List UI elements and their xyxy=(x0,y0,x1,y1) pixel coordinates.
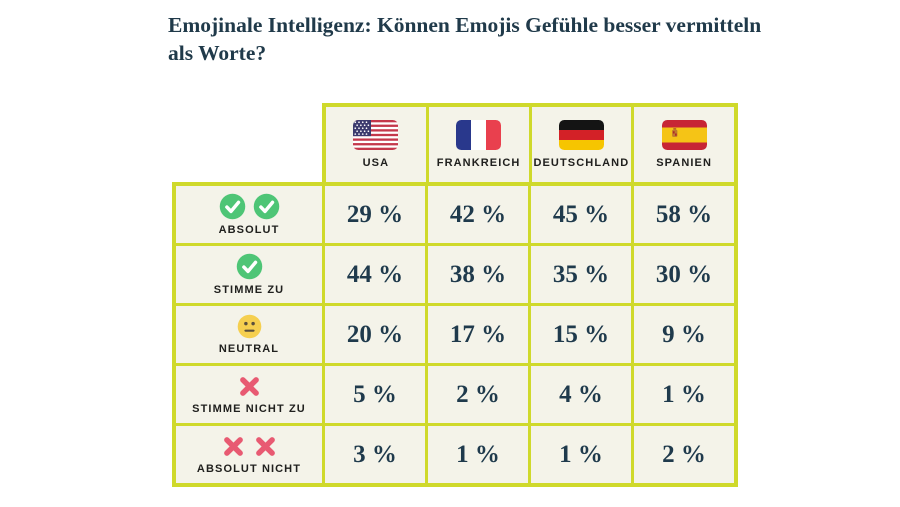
spain-flag-icon xyxy=(662,120,707,150)
table-cell: 2 % xyxy=(634,426,734,483)
row-icons xyxy=(219,193,280,220)
row-header-stimme-zu: STIMME ZU xyxy=(176,246,322,303)
row-label: NEUTRAL xyxy=(218,343,280,355)
row-icons xyxy=(236,253,263,280)
table-cell: 58 % xyxy=(634,186,734,243)
row-icons xyxy=(221,434,278,459)
row-label: STIMME ZU xyxy=(213,284,285,296)
table-cell: 3 % xyxy=(325,426,425,483)
check-circle-icon xyxy=(236,253,263,280)
table-cell: 38 % xyxy=(428,246,528,303)
column-header-spanien: SPANIEN xyxy=(634,107,734,182)
row-label: ABSOLUT xyxy=(218,224,280,236)
column-label: FRANKREICH xyxy=(436,157,521,169)
table-cell: 44 % xyxy=(325,246,425,303)
row-label: ABSOLUT NICHT xyxy=(196,463,302,475)
column-label: USA xyxy=(362,157,390,169)
row-icons xyxy=(237,314,262,339)
table-cell: 1 % xyxy=(634,366,734,423)
table-cell: 42 % xyxy=(428,186,528,243)
cross-mark-icon xyxy=(237,374,262,399)
row-icons xyxy=(237,374,262,399)
row-header-stimme-nicht-zu: STIMME NICHT ZU xyxy=(176,366,322,423)
table-cell: 35 % xyxy=(531,246,631,303)
germany-flag-icon xyxy=(559,120,604,150)
neutral-face-icon xyxy=(237,314,262,339)
row-header-absolut-nicht: ABSOLUT NICHT xyxy=(176,426,322,483)
table-cell: 29 % xyxy=(325,186,425,243)
cross-mark-icon xyxy=(253,434,278,459)
cross-mark-icon xyxy=(221,434,246,459)
france-flag-icon xyxy=(456,120,501,150)
table-cell: 30 % xyxy=(634,246,734,303)
row-header-neutral: NEUTRAL xyxy=(176,306,322,363)
page-title: Emojinale Intelligenz: Können Emojis Gef… xyxy=(168,13,762,65)
table-cell: 1 % xyxy=(531,426,631,483)
table-cell: 20 % xyxy=(325,306,425,363)
table-cell: 15 % xyxy=(531,306,631,363)
table-body: ABSOLUT 29 % 42 % 45 % 58 % STIMME ZU 44… xyxy=(172,182,738,487)
row-header-absolut: ABSOLUT xyxy=(176,186,322,243)
table-cell: 17 % xyxy=(428,306,528,363)
usa-flag-icon xyxy=(353,120,398,150)
column-header-deutschland: DEUTSCHLAND xyxy=(531,107,632,182)
check-circle-icon xyxy=(219,193,246,220)
column-header-usa: USA xyxy=(326,107,426,182)
table-cell: 5 % xyxy=(325,366,425,423)
table-cell: 9 % xyxy=(634,306,734,363)
table-cell: 4 % xyxy=(531,366,631,423)
column-label: SPANIEN xyxy=(656,157,713,169)
table-cell: 2 % xyxy=(428,366,528,423)
column-header-frankreich: FRANKREICH xyxy=(428,107,529,182)
table-header-row: USA FRANKREICH DEUTSCHLAND SPANIEN xyxy=(322,103,738,182)
check-circle-icon xyxy=(253,193,280,220)
column-label: DEUTSCHLAND xyxy=(533,157,630,169)
table-cell: 1 % xyxy=(428,426,528,483)
table-cell: 45 % xyxy=(531,186,631,243)
row-label: STIMME NICHT ZU xyxy=(192,403,306,415)
